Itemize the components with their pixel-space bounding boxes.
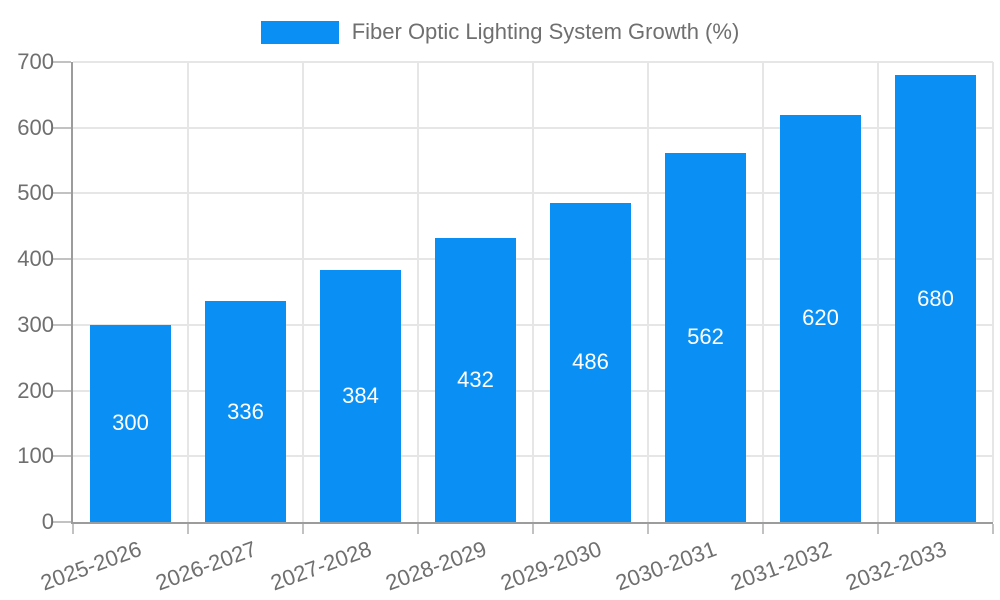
bar-value-label: 432 (457, 367, 494, 393)
bar[interactable]: 336 (205, 301, 286, 522)
legend-label: Fiber Optic Lighting System Growth (%) (351, 19, 740, 44)
x-tick-mark (187, 524, 189, 534)
y-axis-label: 200 (17, 377, 54, 403)
y-tick-mark (53, 258, 71, 261)
y-tick-mark (53, 521, 71, 523)
bar[interactable]: 486 (550, 202, 631, 522)
bar-value-label: 336 (227, 398, 264, 424)
bar-value-label: 680 (917, 285, 954, 311)
bar[interactable]: 384 (320, 269, 401, 522)
x-grid-line (647, 62, 649, 522)
bar-value-label: 486 (572, 349, 609, 375)
x-grid-line (532, 62, 534, 522)
bar[interactable]: 620 (780, 114, 861, 522)
x-tick-mark (647, 524, 649, 534)
x-tick-mark (877, 524, 879, 534)
plot-area: 300 336 384 432 486 562 620 680 (53, 61, 994, 534)
x-tick-mark (72, 524, 74, 534)
x-tick-mark (417, 524, 419, 534)
x-tick-mark (762, 524, 764, 534)
bar[interactable]: 562 (665, 152, 746, 522)
x-tick-mark (992, 524, 994, 534)
legend-item[interactable]: Fiber Optic Lighting System Growth (%) (0, 19, 1000, 44)
y-axis-label: 500 (17, 180, 54, 206)
y-axis-line (71, 62, 73, 524)
y-tick-mark (53, 455, 71, 458)
x-grid-line (302, 62, 304, 522)
x-tick-mark (302, 524, 304, 534)
x-grid-line (762, 62, 764, 522)
bar-value-label: 300 (112, 410, 149, 436)
legend-swatch (260, 20, 339, 44)
y-tick-mark (53, 192, 71, 195)
y-axis-label: 100 (17, 443, 54, 469)
y-axis-label: 700 (17, 49, 54, 74)
y-tick-mark (53, 389, 71, 392)
x-grid-line (877, 62, 879, 522)
y-tick-mark (53, 61, 71, 63)
bar[interactable]: 680 (895, 75, 976, 522)
x-axis-label: 2027-2028 (267, 536, 376, 596)
x-axis-line (71, 522, 993, 524)
x-grid-line (187, 62, 189, 522)
x-axis-label: 2026-2027 (152, 536, 261, 596)
y-axis-label: 0 (41, 509, 54, 534)
bar[interactable]: 300 (90, 324, 171, 522)
y-axis-label: 600 (17, 114, 54, 140)
x-axis-label: 2028-2029 (382, 536, 491, 596)
x-axis-label: 2032-2033 (842, 536, 951, 596)
bar-value-label: 384 (342, 382, 379, 408)
y-axis-label: 400 (17, 246, 54, 272)
y-axis-label: 300 (17, 311, 54, 337)
x-axis-label: 2029-2030 (497, 536, 606, 596)
y-tick-mark (53, 323, 71, 326)
x-grid-line (992, 62, 994, 522)
x-axis-label: 2031-2032 (727, 536, 836, 596)
x-grid-line (417, 62, 419, 522)
bar[interactable]: 432 (435, 238, 516, 522)
x-tick-mark (532, 524, 534, 534)
x-axis-label: 2030-2031 (612, 536, 721, 596)
bar-value-label: 620 (802, 305, 839, 331)
y-tick-mark (53, 126, 71, 129)
x-axis-label: 2025-2026 (37, 536, 146, 596)
bar-value-label: 562 (687, 324, 724, 350)
